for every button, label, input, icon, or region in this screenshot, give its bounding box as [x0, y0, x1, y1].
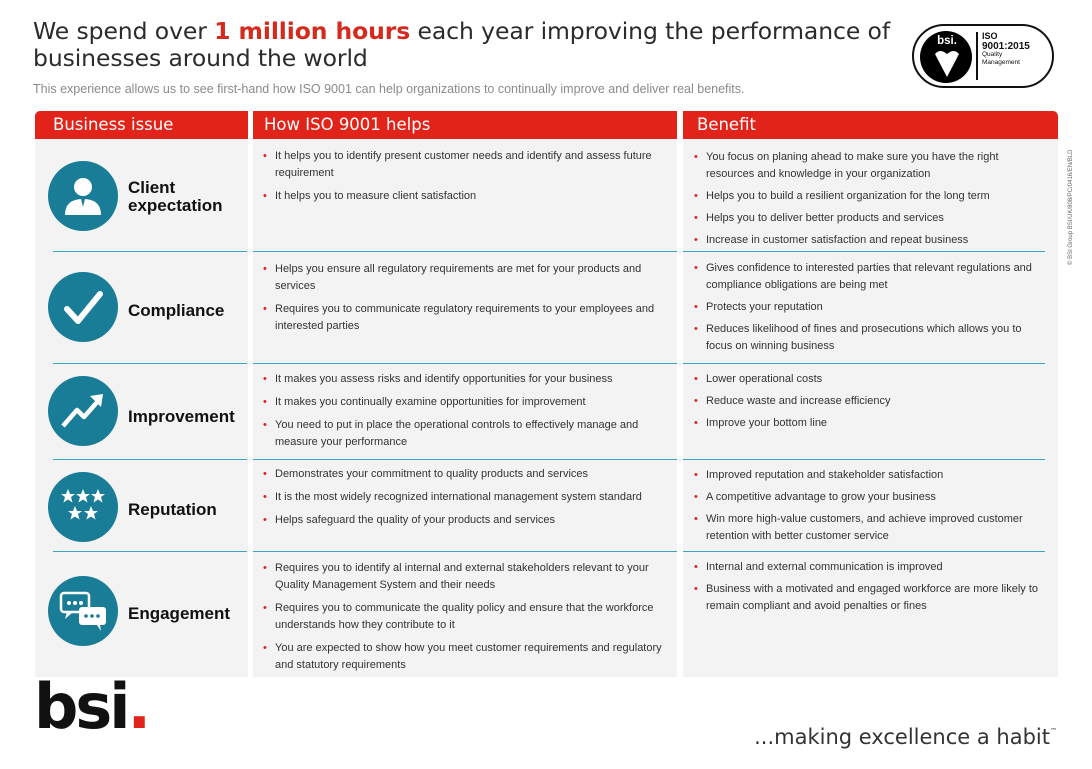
stars-icon: [48, 472, 118, 542]
speech-bubbles-icon: [48, 576, 118, 646]
list-item: Requires you to identify al internal and…: [263, 560, 668, 594]
tagline: ...making excellence a habit™: [754, 725, 1057, 749]
helps-list-engagement: Requires you to identify al internal and…: [263, 560, 668, 680]
benefits-list-client-expectation: You focus on planing ahead to make sure …: [694, 149, 1039, 254]
list-item: Internal and external communication is i…: [694, 559, 1044, 576]
list-item: Protects your reputation: [694, 299, 1039, 316]
row-divider: [53, 251, 247, 252]
helps-list-improvement: It makes you assess risks and identify o…: [263, 371, 673, 457]
issue-client-expectation: Client expectation: [48, 161, 248, 233]
headline-text-end: each year improving the performance of b…: [33, 17, 891, 72]
row-divider: [53, 551, 247, 552]
column-header-how-iso-helps: How ISO 9001 helps: [253, 111, 677, 139]
logo-dot: .: [127, 670, 152, 743]
row-divider: [253, 363, 677, 364]
row-divider: [683, 459, 1045, 460]
row-divider: [253, 459, 677, 460]
list-item: Lower operational costs: [694, 371, 1039, 388]
issue-label: Improvement: [128, 407, 235, 426]
list-item: Helps safeguard the quality of your prod…: [263, 512, 673, 529]
benefits-list-engagement: Internal and external communication is i…: [694, 559, 1044, 620]
list-item: Requires you to communicate regulatory r…: [263, 301, 663, 335]
list-item: It makes you assess risks and identify o…: [263, 371, 673, 388]
row-divider: [253, 251, 677, 252]
list-item: Helps you to build a resilient organizat…: [694, 188, 1039, 205]
badge-iso: ISO: [982, 31, 998, 41]
issue-label: Compliance: [128, 301, 225, 320]
checkmark-icon: [48, 272, 118, 342]
list-item: Reduces likelihood of fines and prosecut…: [694, 321, 1039, 355]
bsi-logo: bsi.: [34, 670, 152, 743]
benefits-list-reputation: Improved reputation and stakeholder sati…: [694, 467, 1039, 550]
logo-text: bsi: [34, 670, 131, 743]
badge-divider: [976, 32, 978, 80]
badge-standard: 9001:2015: [982, 40, 1030, 52]
list-item: Gives confidence to interested parties t…: [694, 260, 1039, 294]
list-item: It is the most widely recognized interna…: [263, 489, 673, 506]
list-item: Helps you ensure all regulatory requirem…: [263, 261, 663, 295]
helps-list-compliance: Helps you ensure all regulatory requirem…: [263, 261, 663, 341]
issue-engagement: Engagement: [48, 576, 248, 648]
list-item: It helps you to measure client satisfact…: [263, 188, 663, 205]
issue-label: Client expectation: [128, 178, 223, 215]
helps-list-reputation: Demonstrates your commitment to quality …: [263, 466, 673, 535]
helps-list-client-expectation: It helps you to identify present custome…: [263, 148, 663, 211]
badge-line2: Management: [982, 59, 1020, 66]
list-item: Demonstrates your commitment to quality …: [263, 466, 673, 483]
side-text: © BSI Group BSI/UK/808/PC/0416/EN/BLD: [1068, 149, 1074, 265]
column-header-business-issue: Business issue: [35, 111, 248, 139]
column-header-benefit: Benefit: [683, 111, 1058, 139]
row-divider: [683, 551, 1045, 552]
issue-improvement: Improvement: [48, 376, 248, 448]
list-item: It makes you continually examine opportu…: [263, 394, 673, 411]
page-subtitle: This experience allows us to see first-h…: [33, 82, 745, 96]
issue-label: Reputation: [128, 500, 217, 519]
row-divider: [683, 251, 1045, 252]
kite-shape-icon: [935, 51, 959, 77]
list-item: You are expected to show how you meet cu…: [263, 640, 668, 674]
list-item: Business with a motivated and engaged wo…: [694, 581, 1044, 615]
list-item: It helps you to identify present custome…: [263, 148, 663, 182]
issue-label: Engagement: [128, 604, 231, 623]
row-divider: [253, 551, 677, 552]
list-item: You need to put in place the operational…: [263, 417, 673, 451]
trend-arrow-icon: [48, 376, 118, 446]
row-divider: [53, 459, 247, 460]
list-item: Win more high-value customers, and achie…: [694, 511, 1039, 545]
issue-reputation: Reputation: [48, 472, 248, 544]
benefits-list-compliance: Gives confidence to interested parties t…: [694, 260, 1039, 360]
badge-line1: Quality: [982, 51, 1003, 58]
list-item: A competitive advantage to grow your bus…: [694, 489, 1039, 506]
trademark: ™: [1050, 727, 1057, 735]
headline-text: We spend over: [33, 17, 215, 45]
kitemark-icon: bsi.: [920, 31, 972, 83]
iso-certification-badge: bsi. ISO 9001:2015 Quality Management: [912, 24, 1054, 88]
badge-text: ISO 9001:2015 Quality Management: [982, 31, 1030, 67]
benefits-list-improvement: Lower operational costs Reduce waste and…: [694, 371, 1039, 437]
page-headline: We spend over 1 million hours each year …: [33, 18, 893, 72]
list-item: Increase in customer satisfaction and re…: [694, 232, 1039, 249]
list-item: You focus on planing ahead to make sure …: [694, 149, 1039, 183]
badge-brand: bsi.: [937, 35, 957, 47]
issue-compliance: Compliance: [48, 272, 248, 344]
headline-highlight: 1 million hours: [214, 17, 411, 45]
row-divider: [683, 363, 1045, 364]
tagline-text: ...making excellence a habit: [754, 725, 1050, 749]
list-item: Requires you to communicate the quality …: [263, 600, 668, 634]
list-item: Improve your bottom line: [694, 415, 1039, 432]
row-divider: [53, 363, 247, 364]
side-reference-text: © BSI Group BSI/UK/808/PC/0416/EN/BLD: [1066, 110, 1080, 270]
list-item: Improved reputation and stakeholder sati…: [694, 467, 1039, 484]
person-icon: [48, 161, 118, 231]
list-item: Helps you to deliver better products and…: [694, 210, 1039, 227]
list-item: Reduce waste and increase efficiency: [694, 393, 1039, 410]
